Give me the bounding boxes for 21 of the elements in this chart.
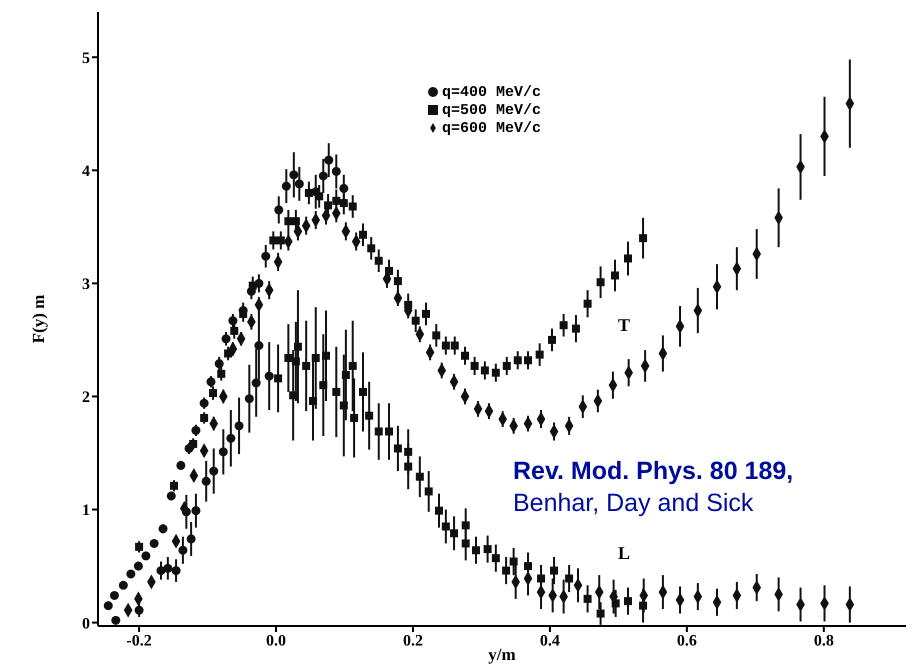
annotation: L bbox=[618, 542, 630, 565]
y-tick-label: 3 bbox=[82, 276, 90, 294]
x-tick-label: 0.0 bbox=[266, 632, 286, 650]
x-axis-title: y/m bbox=[488, 645, 516, 664]
annotation: Benhar, Day and Sick bbox=[513, 488, 754, 518]
y-tick-label: 1 bbox=[82, 502, 90, 520]
legend-label: q=500 MeV/c bbox=[442, 102, 542, 119]
x-tick-label: 0.8 bbox=[814, 632, 834, 650]
y-tick-label: 5 bbox=[82, 50, 90, 67]
x-tick-label: 0.4 bbox=[540, 632, 560, 650]
x-tick-label: -0.2 bbox=[126, 632, 152, 650]
annotation: T bbox=[618, 314, 630, 337]
x-tick-label: 0.6 bbox=[676, 632, 697, 650]
y-tick-label: 0 bbox=[82, 615, 90, 632]
x-tick-label: 0.2 bbox=[402, 632, 423, 650]
y-axis-title: F(y) m bbox=[29, 294, 48, 344]
annotation: Rev. Mod. Phys. 80 189, bbox=[513, 456, 794, 486]
y-tick-label: 4 bbox=[82, 162, 90, 180]
y-tick-label: 2 bbox=[82, 389, 90, 406]
legend-label: q=600 MeV/c bbox=[442, 120, 542, 137]
legend-label: q=400 MeV/c bbox=[442, 84, 542, 101]
